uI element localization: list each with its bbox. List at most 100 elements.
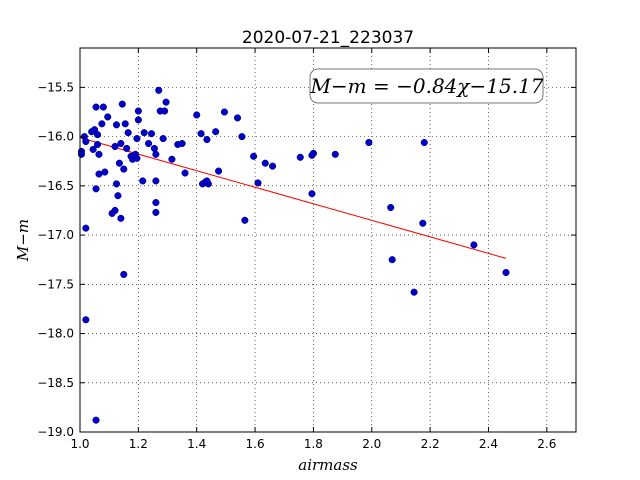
data-point: [133, 135, 141, 143]
data-point: [238, 133, 246, 141]
data-point: [92, 103, 100, 111]
data-point: [92, 416, 100, 424]
data-point: [147, 130, 156, 138]
data-point: [93, 131, 102, 139]
y-tick-label: −15.5: [37, 80, 74, 94]
data-point: [168, 155, 176, 163]
data-point: [410, 288, 418, 296]
data-point: [115, 159, 123, 167]
data-point: [117, 139, 125, 148]
data-point: [133, 154, 141, 162]
data-point: [82, 137, 90, 146]
data-point: [117, 214, 125, 222]
data-point: [296, 153, 304, 161]
data-point: [241, 216, 249, 224]
data-point: [112, 121, 121, 129]
data-point: [193, 111, 201, 119]
data-point: [77, 150, 86, 158]
data-point: [215, 167, 223, 175]
data-point: [99, 103, 107, 111]
data-point: [152, 199, 160, 207]
data-point: [269, 162, 277, 170]
data-point: [254, 179, 262, 187]
data-point: [139, 177, 147, 185]
data-point: [114, 192, 122, 200]
x-tick-label: 1.0: [70, 437, 89, 451]
data-point: [155, 86, 163, 94]
y-tick-label: −16.0: [37, 130, 74, 144]
data-point: [118, 100, 126, 108]
y-tick-label: −17.0: [37, 228, 74, 242]
data-point: [82, 224, 90, 232]
x-axis-ticks: 1.0 1.2 1.4 1.6 1.8 2.0 2.2 2.4 2.6: [70, 48, 556, 451]
data-point: [152, 208, 160, 216]
data-point: [308, 190, 316, 198]
data-point: [89, 145, 97, 153]
y-tick-label: −19.0: [37, 425, 74, 439]
data-point: [197, 130, 205, 138]
chart-title: 2020-07-21_223037: [242, 28, 414, 48]
data-point: [120, 270, 128, 279]
x-tick-label: 2.2: [421, 437, 440, 451]
annotation-box: [309, 68, 544, 104]
data-point: [420, 138, 428, 147]
x-tick-label: 1.2: [129, 437, 148, 451]
data-point: [145, 139, 153, 148]
x-tick-label: 2.6: [537, 437, 556, 451]
y-tick-label: −18.0: [37, 327, 74, 341]
data-point: [309, 149, 317, 157]
fit-equation-annotation: M−m = −0.84χ−15.17: [309, 74, 543, 98]
plot-frame: [79, 47, 577, 433]
data-point: [95, 150, 103, 158]
x-tick-label: 1.6: [246, 437, 265, 451]
data-point: [502, 268, 510, 277]
data-point: [261, 159, 269, 167]
data-point: [134, 116, 142, 124]
data-point: [152, 177, 160, 185]
data-point: [220, 108, 228, 116]
gridlines: [79, 48, 576, 433]
y-tick-label: −16.5: [37, 179, 74, 193]
data-point: [140, 129, 148, 137]
x-tick-label: 2.4: [479, 437, 498, 451]
data-point: [112, 180, 121, 188]
y-tick-label: −18.5: [37, 376, 74, 390]
data-point: [203, 177, 211, 185]
fit-layer: [79, 137, 507, 259]
data-point: [124, 129, 132, 137]
x-tick-label: 2.0: [362, 437, 381, 451]
y-axis-label: M−m: [14, 219, 32, 262]
data-point: [121, 120, 129, 128]
data-point: [159, 135, 167, 143]
y-axis-ticks: −15.5 −16.0 −16.5 −17.0 −17.5 −18.0 −18.5 −19.0: [37, 80, 576, 439]
x-axis-label: airmass: [298, 456, 358, 474]
data-point: [162, 98, 170, 106]
data-point: [161, 107, 169, 115]
data-point: [104, 113, 112, 121]
data-point: [203, 136, 211, 144]
data-point: [234, 114, 242, 122]
data-point: [111, 142, 119, 151]
data-point: [181, 169, 189, 177]
data-point: [134, 107, 142, 115]
data-point: [98, 120, 106, 128]
data-point: [123, 144, 131, 152]
x-tick-label: 1.8: [304, 437, 323, 451]
data-point: [120, 165, 128, 173]
data-point: [150, 144, 158, 152]
data-point: [250, 152, 258, 160]
data-point: [331, 150, 339, 158]
data-point: [388, 256, 396, 264]
data-point: [387, 203, 395, 212]
data-point: [365, 138, 373, 147]
data-point: [101, 168, 109, 176]
data-points: [77, 86, 510, 424]
y-tick-label: −17.5: [37, 277, 74, 291]
data-point: [111, 206, 119, 215]
data-point: [93, 140, 102, 149]
data-point: [178, 139, 186, 148]
data-point: [152, 150, 160, 158]
x-tick-label: 1.4: [187, 437, 206, 451]
data-point: [419, 219, 427, 227]
